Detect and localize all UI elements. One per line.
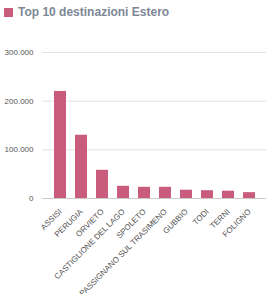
svg-text:0: 0 (29, 194, 34, 203)
svg-text:PERUGIA: PERUGIA (52, 207, 85, 239)
svg-text:300.000: 300.000 (5, 48, 34, 57)
svg-text:SPOLETO: SPOLETO (114, 207, 148, 241)
svg-text:ORVIETO: ORVIETO (74, 207, 106, 239)
svg-text:PASSIGNANO SUL TRASIMENO: PASSIGNANO SUL TRASIMENO (78, 207, 169, 294)
html-text:Top 10 destinazioni Estero: Top 10 destinazioni Estero (18, 5, 170, 19)
svg-text:TERNI: TERNI (208, 207, 232, 231)
svg-text:GUBBIO: GUBBIO (161, 207, 189, 235)
svg-text:CASTIGLIONE DEL LAGO: CASTIGLIONE DEL LAGO (53, 207, 127, 281)
svg-text:FOLIGNO: FOLIGNO (221, 207, 253, 239)
svg-text:100.000: 100.000 (5, 145, 34, 154)
svg-text:ASSISI: ASSISI (39, 207, 64, 232)
svg-text:TODI: TODI (190, 207, 211, 227)
svg-text:200.000: 200.000 (5, 97, 34, 106)
